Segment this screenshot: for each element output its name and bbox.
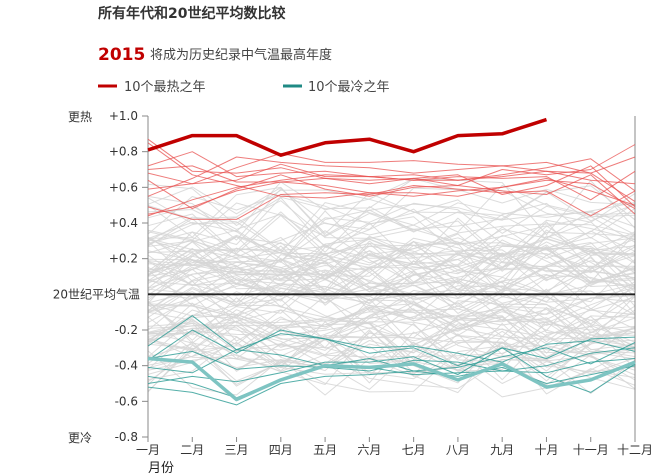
y-tick-label: -0.6 — [115, 394, 138, 408]
background-year-line — [147, 186, 636, 238]
hotter-label: 更热 — [68, 110, 92, 124]
background-year-line — [147, 254, 636, 307]
warm-year-line — [147, 170, 636, 217]
background-year-line — [147, 270, 636, 321]
background-year-line — [147, 236, 636, 287]
x-tick-label: 九月 — [490, 443, 514, 457]
warm-year-line — [147, 144, 636, 186]
background-year-line — [147, 191, 636, 239]
background-year-line — [147, 300, 636, 356]
background-year-line — [147, 246, 636, 302]
colder-label: 更冷 — [68, 431, 92, 445]
background-year-line — [147, 236, 636, 288]
background-year-line — [147, 324, 636, 366]
y-tick-label: -0.2 — [115, 323, 138, 337]
cold-year-line — [147, 333, 636, 374]
background-year-line — [147, 267, 636, 315]
x-tick-label: 十二月 — [617, 443, 653, 457]
warm-year-line — [147, 185, 636, 220]
background-year-line — [147, 341, 636, 393]
background-year-line — [147, 210, 636, 257]
chart-subtitle: 将成为历史纪录中气温最高年度 — [150, 47, 332, 63]
x-tick-label: 十一月 — [573, 443, 609, 457]
plot-area: +1.0 +0.8 +0.6 +0.4 +0.2 -0.2 -0.4 -0.6 -0.8一月 二月… — [53, 109, 653, 457]
background-year-line — [147, 279, 636, 324]
y-tick-label: -0.4 — [115, 359, 138, 373]
background-year-line — [147, 202, 636, 257]
background-year-line — [147, 247, 636, 299]
baseline-label: 20世纪平均气温 — [53, 286, 140, 301]
y-tick-label: +1.0 — [109, 109, 138, 123]
background-year-line — [147, 237, 636, 284]
x-tick-label: 一月 — [136, 443, 160, 457]
x-tick-label: 七月 — [402, 443, 426, 457]
background-year-line — [147, 277, 636, 324]
background-year-line — [147, 308, 636, 366]
background-year-line — [147, 245, 636, 282]
cold-year-line — [147, 365, 636, 406]
background-year-line — [147, 303, 636, 358]
background-year-line — [147, 295, 636, 347]
background-year-line — [147, 330, 636, 385]
y-tick-label: +0.8 — [109, 145, 138, 159]
x-tick-label: 十月 — [534, 443, 558, 457]
background-year-line — [147, 206, 636, 263]
cold-year-line — [147, 347, 636, 393]
cold-year-line — [147, 329, 636, 367]
cold-highlight-line — [147, 356, 636, 402]
background-year-line — [147, 302, 636, 351]
y-tick-label: +0.4 — [109, 216, 138, 230]
background-year-line — [147, 205, 636, 264]
x-axis-label: 月份 — [148, 461, 174, 476]
x-tick-label: 六月 — [357, 443, 381, 457]
background-year-line — [147, 234, 636, 290]
y-tick-label: +0.6 — [109, 180, 138, 194]
warm-year-line — [147, 152, 636, 190]
background-year-line — [147, 184, 636, 233]
x-tick-label: 三月 — [225, 443, 249, 457]
legend-label-cold: 10个最冷之年 — [308, 80, 390, 95]
warm-year-line — [147, 156, 636, 197]
highlight-year-line — [147, 117, 548, 157]
background-year-line — [147, 229, 636, 283]
background-year-line — [147, 320, 636, 374]
y-tick-label: +0.2 — [109, 252, 138, 266]
background-year-line — [147, 293, 636, 343]
background-year-line — [147, 241, 636, 292]
warm-year-line — [147, 138, 636, 208]
background-year-line — [147, 271, 636, 318]
x-tick-label: 五月 — [313, 443, 337, 457]
legend: 10个最热之年 10个最冷之年 — [98, 80, 390, 95]
x-tick-label: 二月 — [180, 443, 204, 457]
background-year-line — [147, 322, 636, 372]
x-tick-label: 四月 — [269, 443, 293, 457]
warm-year-line — [147, 174, 636, 215]
x-tick-label: 八月 — [446, 443, 470, 457]
legend-label-warm: 10个最热之年 — [124, 80, 206, 95]
background-year-line — [147, 325, 636, 381]
background-year-line — [147, 216, 636, 269]
chart-title: 所有年代和20世纪平均数比较 — [98, 5, 285, 22]
y-tick-label: -0.8 — [115, 430, 138, 444]
background-year-line — [147, 237, 636, 288]
highlight-year: 2015 — [98, 45, 145, 65]
